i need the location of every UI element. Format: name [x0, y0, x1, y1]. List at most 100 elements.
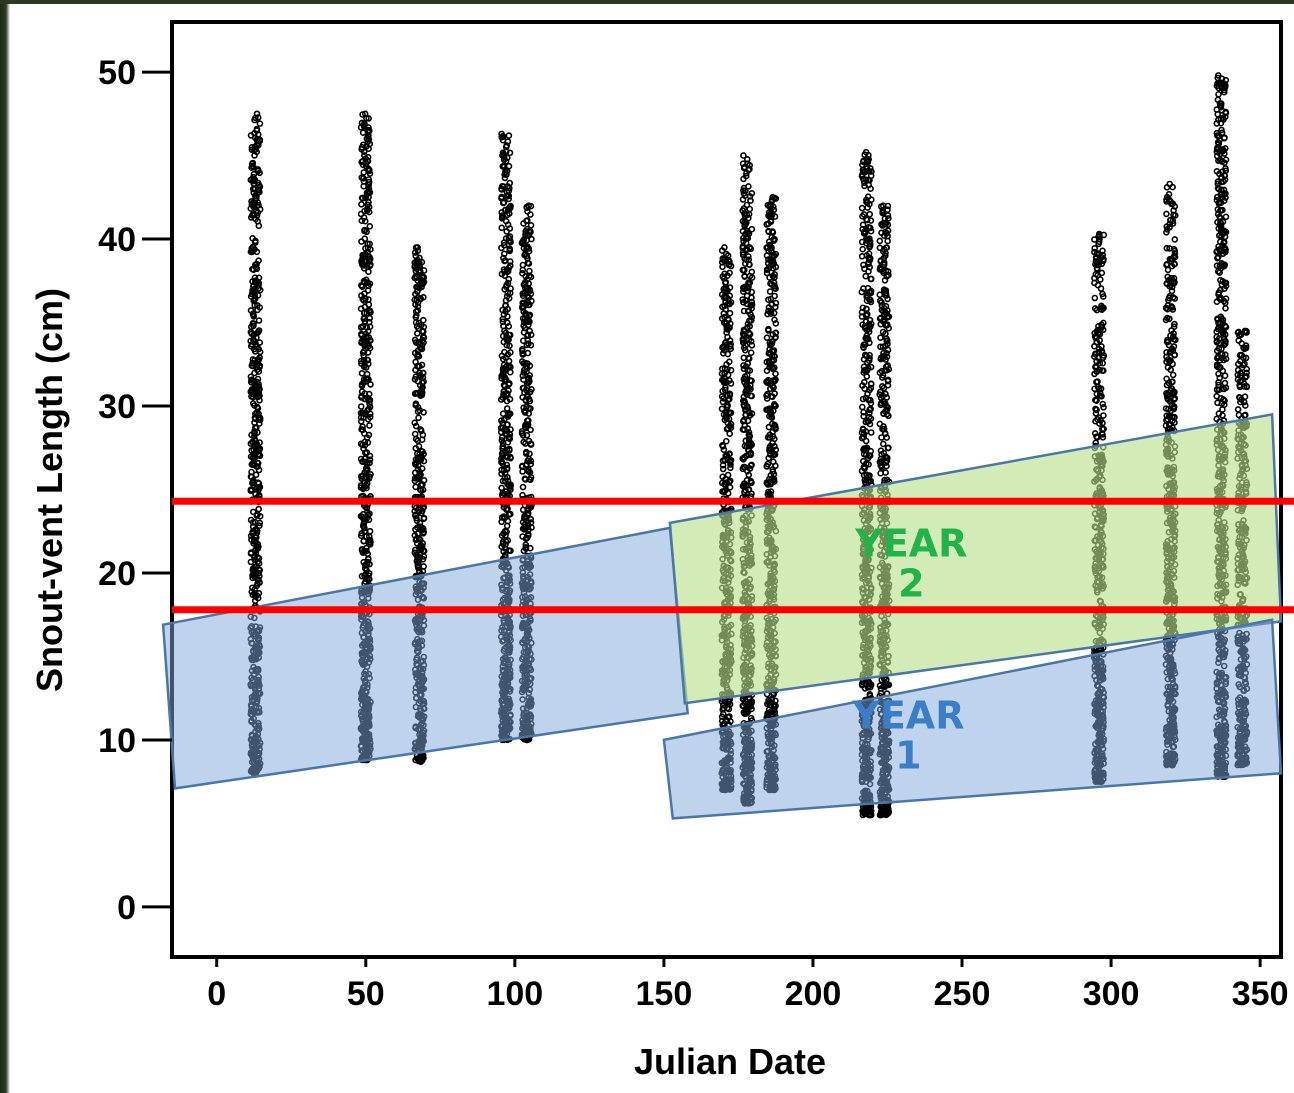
data-point	[502, 143, 510, 151]
data-point	[255, 317, 263, 324]
data-point	[365, 132, 372, 139]
data-point	[367, 337, 374, 344]
data-point	[503, 405, 511, 412]
data-point	[720, 446, 728, 454]
data-point	[251, 356, 258, 364]
data-point	[884, 381, 892, 389]
data-point	[505, 195, 513, 203]
data-point	[498, 457, 505, 465]
data-point	[362, 163, 370, 170]
data-point	[366, 240, 374, 248]
data-point	[522, 541, 530, 549]
data-point	[253, 248, 261, 256]
data-point	[248, 588, 255, 596]
data-point	[250, 170, 258, 178]
data-point	[500, 361, 508, 369]
data-point	[358, 331, 366, 338]
data-point	[524, 521, 532, 529]
data-point	[256, 120, 264, 127]
data-point	[502, 538, 510, 545]
data-point	[525, 232, 533, 239]
data-point	[359, 441, 366, 449]
data-point	[359, 426, 367, 434]
data-point	[256, 522, 263, 530]
data-point	[366, 413, 374, 421]
data-point	[740, 326, 748, 334]
data-point	[771, 442, 778, 450]
data-point	[884, 376, 892, 384]
data-point	[365, 257, 373, 265]
data-point	[884, 237, 892, 245]
data-point	[500, 416, 508, 424]
data-point	[523, 203, 531, 211]
data-point	[498, 543, 506, 551]
data-point	[744, 360, 752, 367]
data-point	[506, 289, 514, 297]
data-point	[499, 332, 507, 340]
data-point	[249, 479, 256, 487]
data-point	[506, 149, 514, 157]
data-point	[525, 247, 533, 255]
data-point	[253, 260, 260, 268]
data-point	[501, 257, 509, 264]
data-point	[411, 419, 419, 427]
data-point	[359, 161, 367, 169]
data-point	[740, 164, 748, 172]
data-point	[358, 194, 366, 202]
data-point	[416, 544, 424, 551]
data-point	[412, 422, 420, 430]
data-point	[860, 378, 868, 386]
data-point	[726, 284, 734, 291]
data-point	[254, 328, 262, 336]
data-point	[527, 474, 535, 481]
data-point	[366, 403, 374, 411]
data-point	[506, 246, 514, 254]
data-point	[527, 441, 535, 448]
data-point	[416, 536, 424, 544]
data-point	[415, 414, 422, 422]
data-point	[524, 254, 531, 262]
data-point	[416, 486, 424, 493]
data-point	[362, 276, 370, 284]
data-point	[771, 334, 779, 342]
data-point	[359, 111, 366, 118]
data-point	[505, 132, 513, 139]
data-point	[413, 296, 421, 304]
data-point	[362, 250, 369, 258]
data-point	[724, 315, 732, 323]
data-point	[877, 334, 884, 342]
data-point	[523, 217, 530, 225]
data-point	[248, 536, 255, 544]
data-point	[882, 322, 890, 329]
data-point	[420, 273, 427, 281]
data-point	[498, 434, 506, 441]
data-point	[505, 192, 513, 200]
data-point	[412, 483, 419, 491]
data-point	[524, 417, 532, 424]
data-point	[411, 249, 419, 256]
data-point	[364, 550, 372, 558]
data-point	[412, 339, 420, 346]
data-point	[248, 376, 255, 384]
data-point	[864, 284, 872, 292]
data-point	[745, 253, 752, 260]
data-point	[249, 460, 256, 467]
data-point	[363, 205, 371, 213]
data-point	[505, 357, 513, 365]
data-point	[860, 412, 867, 420]
data-point	[361, 528, 368, 535]
data-point	[525, 312, 533, 320]
data-point	[250, 322, 257, 330]
data-point	[526, 287, 534, 295]
data-point	[364, 356, 372, 364]
data-point	[526, 267, 533, 275]
data-point	[247, 373, 255, 381]
plot-frame	[170, 20, 1283, 959]
data-point	[748, 225, 756, 233]
data-point	[520, 281, 528, 289]
data-point	[519, 483, 527, 491]
data-point	[507, 349, 514, 356]
slide-top-strip	[0, 0, 1294, 4]
data-point	[501, 470, 509, 477]
data-point	[256, 572, 263, 580]
